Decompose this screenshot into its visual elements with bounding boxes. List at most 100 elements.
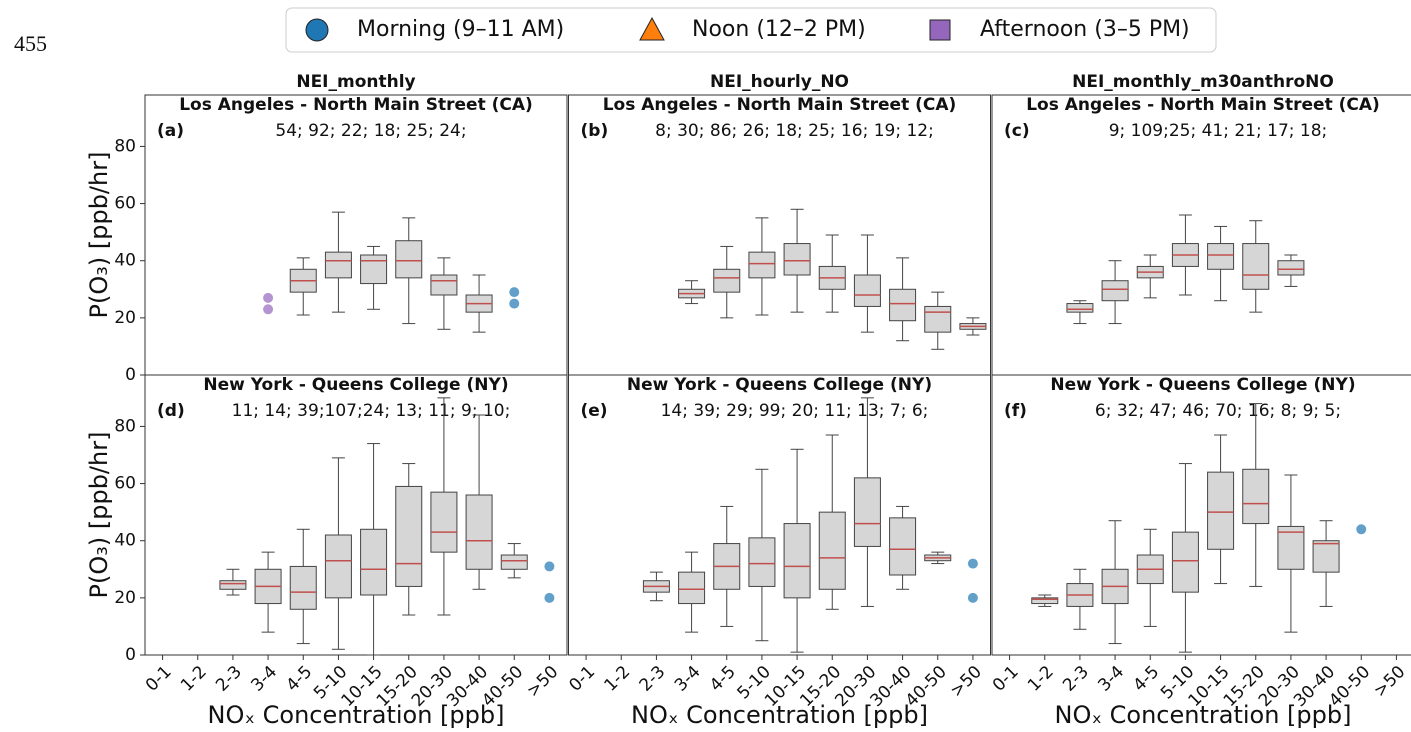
x-tick-label: 1-2 bbox=[1024, 662, 1058, 696]
legend-frame bbox=[285, 7, 1217, 53]
box bbox=[1207, 471, 1235, 550]
legend-marker bbox=[639, 16, 665, 41]
y-tick-label: 80 bbox=[114, 416, 136, 436]
box bbox=[889, 288, 917, 322]
point bbox=[967, 592, 978, 603]
box bbox=[783, 523, 811, 599]
box bbox=[500, 554, 528, 570]
legend-label: Afternoon (3–5 PM) bbox=[980, 17, 1190, 42]
box bbox=[818, 511, 846, 590]
count-annotation: 8; 30; 86; 26; 18; 25; 16; 19; 12; bbox=[655, 121, 934, 141]
y-axis-label: P(O₃) [ppb/hr] bbox=[85, 432, 113, 599]
point bbox=[263, 304, 274, 315]
box bbox=[1207, 243, 1235, 270]
panel-frame bbox=[144, 374, 568, 656]
box bbox=[1277, 525, 1305, 570]
panel-label: (f) bbox=[1004, 401, 1027, 421]
panel-label: (b) bbox=[581, 121, 609, 141]
x-tick-label: 3-4 bbox=[247, 662, 281, 696]
box bbox=[324, 251, 352, 279]
x-tick-label: 3-4 bbox=[671, 662, 705, 696]
x-axis-label: NOₓ Concentration [ppb] bbox=[1055, 701, 1352, 729]
box bbox=[360, 528, 388, 596]
box bbox=[430, 491, 458, 553]
x-tick-label: >50 bbox=[1370, 662, 1410, 702]
box bbox=[1101, 280, 1129, 302]
x-tick-label: 1-2 bbox=[177, 662, 211, 696]
y-tick-label: 40 bbox=[114, 251, 136, 271]
y-axis-label: P(O₃) [ppb/hr] bbox=[85, 152, 113, 319]
box bbox=[1242, 468, 1270, 525]
panel-label: (c) bbox=[1004, 121, 1030, 141]
y-tick-label: 40 bbox=[114, 531, 136, 551]
box bbox=[395, 485, 423, 587]
x-tick-label: 0-1 bbox=[989, 662, 1023, 696]
panel-subtitle: Los Angeles - North Main Street (CA) bbox=[603, 95, 957, 115]
count-annotation: 6; 32; 47; 46; 70; 16; 8; 9; 5; bbox=[1095, 401, 1341, 421]
legend-label: Noon (12–2 PM) bbox=[692, 17, 866, 42]
point bbox=[509, 298, 520, 309]
point bbox=[967, 558, 978, 569]
box bbox=[853, 274, 881, 307]
count-annotation: 54; 92; 22; 18; 25; 24; bbox=[275, 121, 466, 141]
point bbox=[544, 561, 555, 572]
x-tick-label: 0-1 bbox=[142, 662, 176, 696]
box bbox=[713, 268, 741, 293]
panel-title: NEI_hourly_NO bbox=[710, 72, 849, 92]
box bbox=[1171, 531, 1199, 593]
point bbox=[544, 592, 555, 603]
panel-subtitle: New York - Queens College (NY) bbox=[627, 375, 932, 395]
panel-title: NEI_monthly bbox=[296, 72, 415, 92]
box bbox=[783, 243, 811, 276]
box bbox=[1277, 260, 1305, 276]
box bbox=[924, 305, 952, 333]
point bbox=[263, 292, 274, 303]
x-tick-label: >50 bbox=[523, 662, 563, 702]
box bbox=[395, 240, 423, 279]
y-tick-label: 0 bbox=[125, 365, 136, 385]
box bbox=[324, 534, 352, 599]
x-tick-label: 2-3 bbox=[212, 662, 246, 696]
x-tick-label: 1-2 bbox=[601, 662, 635, 696]
y-tick-label: 60 bbox=[114, 194, 136, 214]
x-tick-label: >50 bbox=[946, 662, 986, 702]
point bbox=[509, 287, 520, 298]
point bbox=[1356, 524, 1367, 535]
box bbox=[678, 571, 706, 605]
legend-label: Morning (9–11 AM) bbox=[357, 17, 564, 42]
y-tick-label: 0 bbox=[125, 645, 136, 665]
box bbox=[430, 274, 458, 296]
count-annotation: 14; 39; 29; 99; 20; 11; 13; 7; 6; bbox=[661, 401, 929, 421]
panel-subtitle: New York - Queens College (NY) bbox=[203, 375, 508, 395]
x-tick-label: 2-3 bbox=[1059, 662, 1093, 696]
panel-subtitle: Los Angeles - North Main Street (CA) bbox=[1026, 95, 1380, 115]
legend-marker bbox=[305, 18, 329, 42]
box bbox=[748, 537, 776, 587]
box bbox=[1031, 597, 1059, 605]
panel-frame bbox=[568, 374, 991, 656]
box bbox=[1312, 540, 1340, 573]
x-axis-label: NOₓ Concentration [ppb] bbox=[631, 701, 928, 729]
count-annotation: 9; 109;25; 41; 21; 17; 18; bbox=[1109, 121, 1328, 141]
box bbox=[1066, 303, 1094, 313]
panel-subtitle: New York - Queens College (NY) bbox=[1050, 375, 1355, 395]
panel-frame bbox=[991, 374, 1411, 656]
x-tick-label: 0-1 bbox=[565, 662, 599, 696]
box bbox=[219, 580, 247, 590]
y-tick-label: 20 bbox=[114, 588, 136, 608]
count-annotation: 11; 14; 39;107;24; 13; 11; 9; 10; bbox=[232, 401, 511, 421]
page-number: 455 bbox=[14, 31, 47, 56]
box bbox=[853, 477, 881, 547]
y-tick-label: 20 bbox=[114, 308, 136, 328]
y-tick-label: 80 bbox=[114, 136, 136, 156]
x-tick-label: 3-4 bbox=[1094, 662, 1128, 696]
panel-label: (d) bbox=[157, 401, 185, 421]
x-axis-label: NOₓ Concentration [ppb] bbox=[208, 701, 505, 729]
box bbox=[1242, 243, 1270, 290]
panel-subtitle: Los Angeles - North Main Street (CA) bbox=[179, 95, 533, 115]
panel-title: NEI_monthly_m30anthroNO bbox=[1072, 72, 1334, 92]
box bbox=[289, 565, 317, 610]
box bbox=[889, 517, 917, 576]
